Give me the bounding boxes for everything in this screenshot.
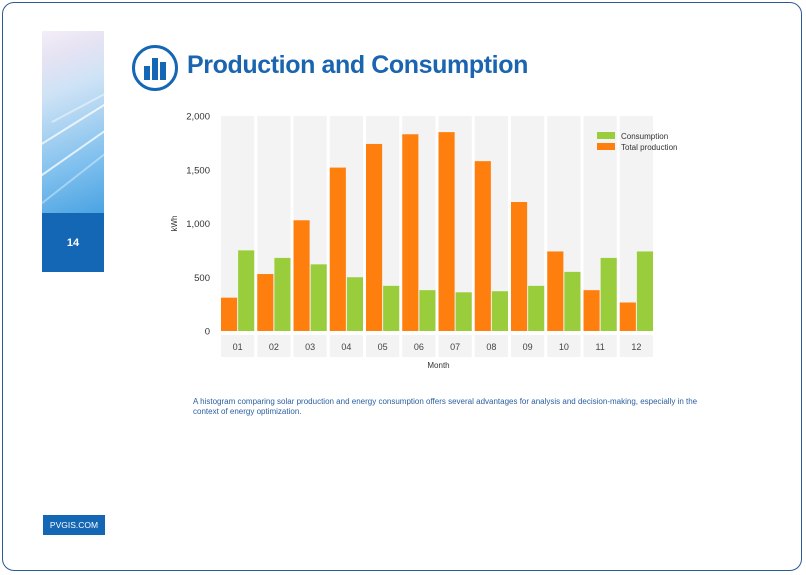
chart-caption: A histogram comparing solar production a…: [193, 397, 698, 416]
y-tick-label: 0: [205, 327, 210, 338]
consumption-bar: [564, 271, 581, 331]
x-tick-label: 03: [305, 342, 315, 352]
x-tick-box: [438, 335, 472, 357]
x-tick-label: 07: [450, 342, 460, 352]
y-tick-label: 1,500: [186, 165, 210, 176]
x-tick-label: 12: [631, 342, 641, 352]
production-bar: [583, 290, 600, 331]
page-number-badge: 14: [42, 213, 104, 272]
production-bar: [402, 134, 419, 331]
y-tick-label: 500: [194, 273, 210, 284]
production-bar: [547, 251, 564, 331]
production-bar: [221, 297, 238, 331]
production-bar: [511, 202, 528, 331]
production-bar: [619, 302, 636, 331]
x-tick-label: 09: [523, 342, 533, 352]
consumption-bar: [274, 257, 291, 331]
x-tick-box: [329, 335, 363, 357]
page-number: 14: [66, 236, 80, 249]
x-tick-box: [257, 335, 291, 357]
x-tick-label: 01: [233, 342, 243, 352]
x-tick-label: 02: [269, 342, 279, 352]
production-bar: [474, 161, 491, 331]
x-tick-label: 08: [486, 342, 496, 352]
x-tick-box: [583, 335, 617, 357]
x-axis-title: Month: [427, 361, 449, 370]
consumption-bar: [636, 251, 653, 331]
x-tick-box: [474, 335, 508, 357]
production-bar: [438, 132, 455, 331]
consumption-bar: [419, 290, 436, 331]
consumption-bar: [346, 277, 363, 331]
x-tick-box: [402, 335, 436, 357]
production-bar: [366, 143, 383, 331]
legend-label: Total production: [621, 143, 677, 152]
consumption-bar: [600, 257, 617, 331]
x-tick-label: 06: [414, 342, 424, 352]
legend-swatch: [597, 132, 615, 139]
consumption-bar: [491, 291, 508, 331]
bar-chart-icon: [132, 45, 178, 91]
website-link-button[interactable]: PVGIS.COM: [43, 515, 105, 535]
consumption-bar: [528, 285, 545, 331]
x-tick-box: [511, 335, 545, 357]
production-bar: [329, 167, 346, 331]
consumption-bar: [238, 250, 255, 331]
x-tick-label: 11: [595, 342, 604, 352]
y-tick-label: 2,000: [186, 112, 210, 123]
x-tick-label: 04: [341, 342, 351, 352]
x-tick-box: [547, 335, 581, 357]
y-tick-label: 1,000: [186, 219, 210, 230]
consumption-bar: [383, 285, 400, 331]
solar-panel-photo: [42, 31, 104, 213]
consumption-bar: [455, 292, 472, 331]
x-tick-box: [293, 335, 327, 357]
legend-swatch: [597, 143, 615, 150]
x-tick-box: [366, 335, 400, 357]
consumption-bar: [310, 264, 327, 331]
x-tick-label: 10: [559, 342, 569, 352]
x-tick-label: 05: [378, 342, 388, 352]
page-title: Production and Consumption: [187, 51, 528, 79]
legend-label: Consumption: [621, 132, 668, 141]
x-tick-box: [619, 335, 653, 357]
x-tick-box: [221, 335, 255, 357]
production-bar: [257, 274, 274, 331]
y-axis-title: kWh: [170, 216, 179, 232]
website-link-label: PVGIS.COM: [49, 520, 99, 530]
production-bar: [293, 220, 310, 331]
